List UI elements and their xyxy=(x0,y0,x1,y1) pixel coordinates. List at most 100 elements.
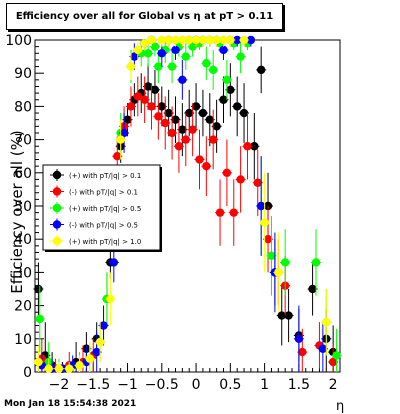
data-point xyxy=(298,347,307,357)
x-tick-label: 2 xyxy=(329,377,338,393)
data-point xyxy=(215,208,225,217)
legend: (+) with pT/|q| > 0.1 (-) with pT/|q| > 0… xyxy=(42,164,162,252)
data-point xyxy=(92,347,101,357)
y-tick-label: 40 xyxy=(14,232,32,248)
data-point xyxy=(277,311,286,320)
y-tick-label: 80 xyxy=(14,99,32,115)
legend-label: (-) with pT/|q| > 0.5 xyxy=(69,222,138,230)
data-point xyxy=(161,118,170,128)
data-point xyxy=(256,65,266,75)
data-point xyxy=(226,85,235,95)
data-point xyxy=(294,334,304,343)
x-tick-label: 0.5 xyxy=(219,377,241,393)
data-point xyxy=(308,284,317,294)
data-point xyxy=(243,142,252,151)
data-point xyxy=(236,175,245,184)
data-point xyxy=(274,268,283,277)
y-tick-label: 20 xyxy=(14,299,32,315)
legend-marker xyxy=(52,220,62,229)
data-point xyxy=(150,42,160,51)
data-point xyxy=(140,39,149,48)
data-point xyxy=(133,45,143,55)
data-point xyxy=(222,75,232,85)
data-point xyxy=(263,235,273,244)
data-point xyxy=(280,258,290,267)
legend-marker xyxy=(52,170,62,180)
data-point xyxy=(318,344,328,353)
data-point xyxy=(185,108,194,118)
data-point xyxy=(54,364,64,373)
data-point xyxy=(164,108,173,118)
x-tick-label: −1.5 xyxy=(76,377,110,393)
data-point xyxy=(236,52,245,61)
data-point xyxy=(147,35,156,45)
data-point xyxy=(219,45,228,55)
axes: 0 10 20 30 40 50 60 70 80 90 100 −2 −1.5 −1 −0.5 0 0.5 1 1… xyxy=(5,33,337,393)
data-point xyxy=(253,178,262,187)
data-point xyxy=(116,135,125,144)
data-point xyxy=(157,102,166,111)
data-point xyxy=(267,251,276,260)
x-axis-label: η xyxy=(336,399,344,414)
data-point xyxy=(219,35,228,45)
y-tick-label: 100 xyxy=(5,33,32,49)
data-point xyxy=(143,49,153,58)
data-point xyxy=(232,35,242,45)
data-point xyxy=(232,102,242,111)
legend-marker xyxy=(52,203,62,213)
x-tick-label: −2 xyxy=(49,377,70,393)
data-point xyxy=(119,128,129,138)
data-point xyxy=(202,59,211,68)
legend-label: (+) with pT/|q| > 0.5 xyxy=(69,205,141,213)
data-points xyxy=(33,35,342,373)
data-point xyxy=(109,258,119,267)
data-point xyxy=(239,35,249,45)
data-point xyxy=(256,201,266,211)
data-point xyxy=(143,82,153,91)
x-tick-label: −0.5 xyxy=(145,377,179,393)
data-point xyxy=(188,42,197,51)
data-point xyxy=(188,125,197,134)
data-point xyxy=(328,357,338,367)
data-point xyxy=(147,102,156,111)
data-point xyxy=(95,337,105,347)
data-point xyxy=(332,351,341,360)
y-axis-label: Efficiency over all (%) xyxy=(8,130,26,294)
data-point xyxy=(181,135,190,144)
legend-marker xyxy=(52,236,62,246)
y-tick-label: 10 xyxy=(14,332,32,348)
data-point xyxy=(126,102,136,111)
data-point xyxy=(205,115,214,124)
data-point xyxy=(35,314,44,324)
title-box: Efficiency over all for Global vs η at p… xyxy=(6,3,283,30)
data-point xyxy=(178,125,187,134)
data-point xyxy=(260,218,269,227)
data-point xyxy=(154,62,163,71)
data-point xyxy=(209,65,218,75)
data-point xyxy=(178,35,187,45)
data-point xyxy=(205,35,214,45)
data-point xyxy=(157,49,166,58)
data-point xyxy=(164,35,173,45)
legend-label: (+) with pT/|q| > 1.0 xyxy=(69,238,141,246)
data-point xyxy=(284,311,293,320)
data-point xyxy=(75,361,84,370)
x-tick-label: 1.5 xyxy=(288,377,310,393)
data-point xyxy=(150,85,160,95)
data-point xyxy=(167,128,177,138)
data-point xyxy=(219,95,228,104)
data-point xyxy=(171,45,180,55)
data-point xyxy=(246,35,256,45)
data-point xyxy=(171,115,180,124)
x-tick-label: −1 xyxy=(117,377,138,393)
timestamp: Mon Jan 18 15:54:38 2021 xyxy=(4,399,137,409)
data-point xyxy=(126,62,136,71)
x-tick-label: 0 xyxy=(192,377,201,393)
data-point xyxy=(181,52,190,61)
data-point xyxy=(140,95,149,104)
series-5 xyxy=(33,35,332,373)
legend-marker xyxy=(52,187,62,196)
data-point xyxy=(106,294,115,304)
data-point xyxy=(123,115,132,124)
